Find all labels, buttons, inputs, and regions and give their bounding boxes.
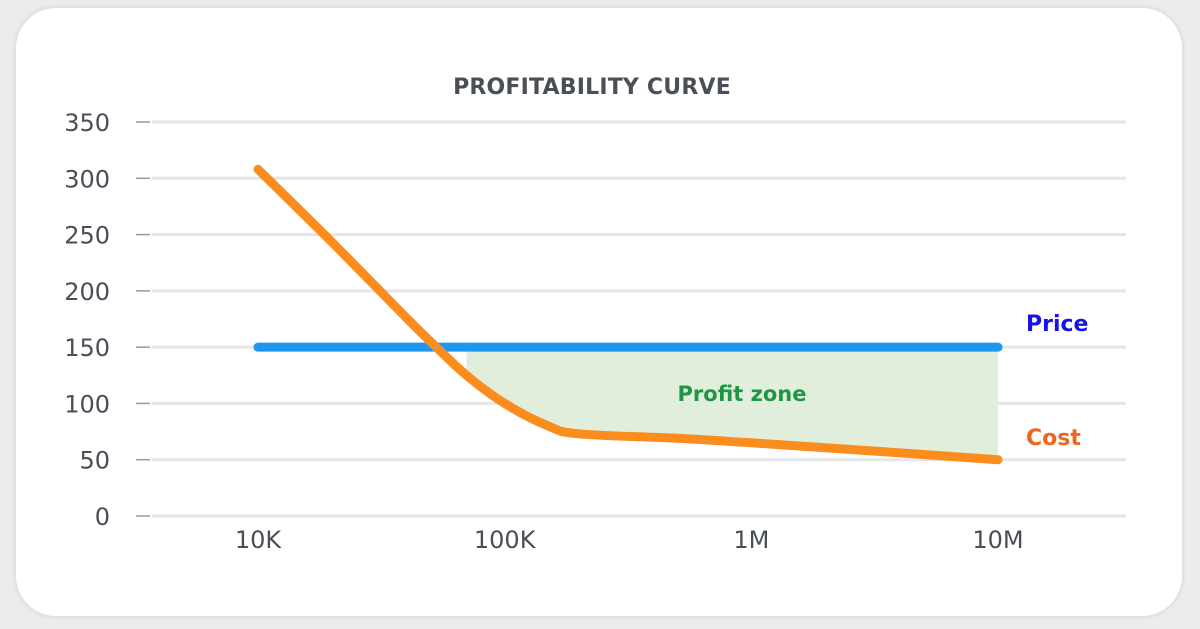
y-tick-label: 200 — [64, 278, 110, 306]
y-tick-label: 250 — [64, 222, 110, 250]
y-tick-label: 150 — [64, 334, 110, 362]
label-layer: 0 50 100 150 200 250 300 350 10K 100K 1M 10M Profit … — [64, 109, 1088, 554]
y-tick-label: 0 — [95, 503, 110, 531]
cost-series-label: Cost — [1026, 426, 1081, 451]
series-layer — [253, 164, 1003, 465]
y-tick-label: 350 — [64, 109, 110, 137]
price-series-label: Price — [1026, 312, 1088, 337]
chart-title: PROFITABILITY CURVE — [453, 75, 731, 100]
y-tick-label: 300 — [64, 165, 110, 193]
y-tick-label: 100 — [64, 390, 110, 418]
x-tick-label: 10M — [972, 526, 1023, 554]
x-tick-label: 1M — [733, 526, 769, 554]
profit-zone-label: Profit zone — [678, 382, 807, 406]
x-tick-label: 10K — [235, 526, 283, 554]
cost-line — [253, 164, 1003, 465]
y-tick-label: 50 — [79, 447, 110, 475]
x-tick-label: 100K — [474, 526, 537, 554]
